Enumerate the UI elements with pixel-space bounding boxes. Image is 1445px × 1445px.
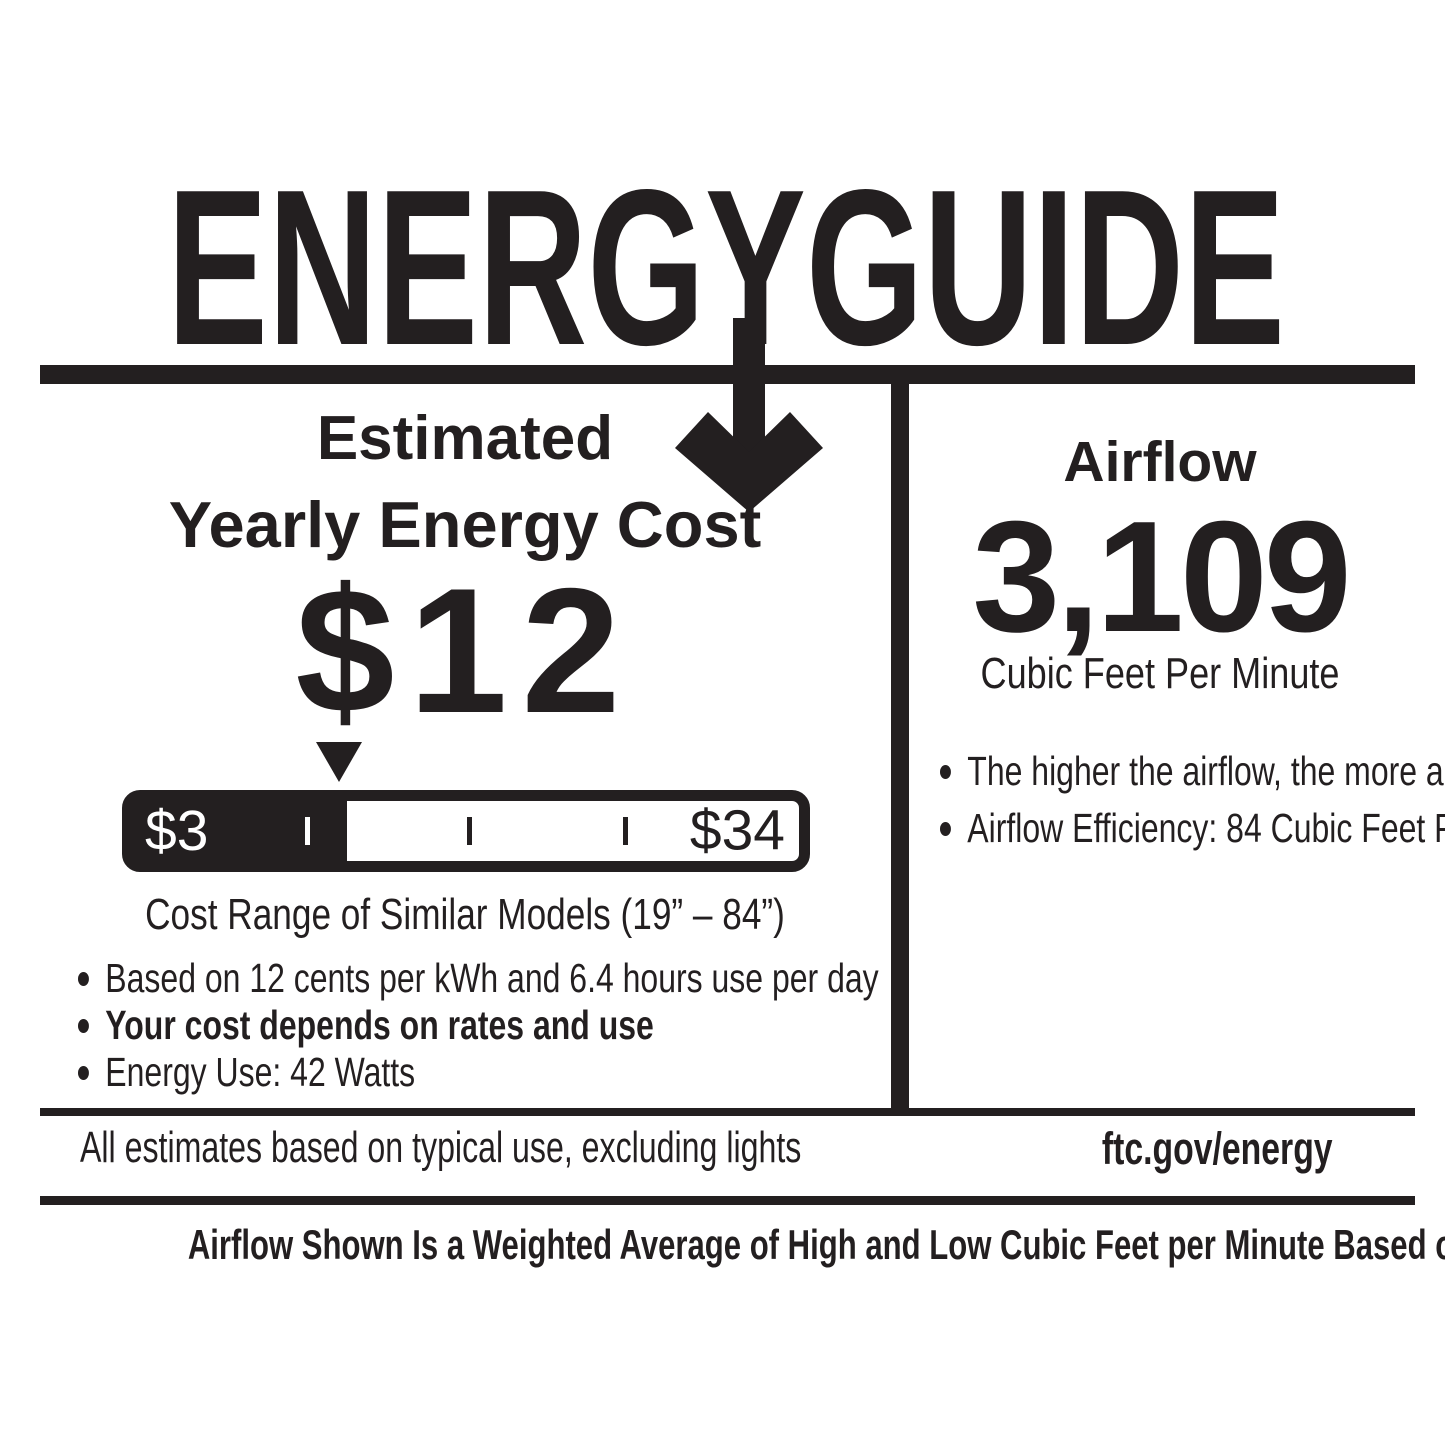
cost-notes-list: Based on 12 cents per kWh and 6.4 hours … — [78, 955, 879, 1096]
cost-note-text: Energy Use: 42 Watts — [105, 1049, 416, 1095]
bar-tick — [467, 817, 472, 845]
bar-tick — [305, 817, 310, 845]
logo-header: ENERGYGUIDE — [167, 144, 1285, 512]
bar-min-label: $3 — [145, 798, 209, 863]
cost-range-caption: Cost Range of Similar Models (19” – 84”) — [145, 890, 785, 939]
cost-marker-icon — [316, 742, 362, 782]
list-item: Based on 12 cents per kWh and 6.4 hours … — [78, 955, 879, 1002]
column-divider — [891, 384, 909, 1112]
estimated-heading-line2: Yearly Energy Cost — [168, 488, 762, 561]
cost-note-text: Based on 12 cents per kWh and 6.4 hours … — [105, 955, 879, 1001]
list-item: Your cost depends on rates and use — [78, 1002, 879, 1049]
ftc-url: ftc.gov/energy — [1102, 1123, 1333, 1174]
bottom-divider — [40, 1196, 1415, 1205]
airflow-notes-list: The higher the airflow, the more air the… — [940, 748, 1445, 862]
cost-note-text: Your cost depends on rates and use — [105, 1002, 654, 1048]
bar-max-label: $34 — [689, 798, 785, 863]
list-item: Airflow Efficiency: 84 Cubic Feet Per Mi… — [940, 805, 1445, 852]
list-item: Energy Use: 42 Watts — [78, 1049, 879, 1096]
cost-range-bar-fill: $3 — [133, 801, 347, 861]
list-item: The higher the airflow, the more air the… — [940, 748, 1445, 795]
down-arrow-icon — [675, 318, 823, 512]
airflow-disclaimer: Airflow Shown Is a Weighted Average of H… — [187, 1221, 1445, 1268]
airflow-note-text: The higher the airflow, the more air the… — [967, 748, 1445, 794]
airflow-value: 3,109 — [972, 489, 1351, 665]
airflow-note-text: Airflow Efficiency: 84 Cubic Feet Per Mi… — [967, 805, 1445, 851]
estimates-note: All estimates based on typical use, excl… — [80, 1123, 802, 1172]
cost-range-bar: $3 $34 — [122, 790, 810, 872]
bar-tick — [623, 817, 628, 845]
airflow-unit: Cubic Feet Per Minute — [980, 649, 1340, 698]
header-divider — [40, 365, 1415, 384]
footnote-divider — [40, 1108, 1415, 1116]
airflow-heading: Airflow — [1063, 430, 1257, 494]
yearly-cost-value: $12 — [295, 551, 635, 750]
estimated-heading-line1: Estimated — [316, 404, 614, 473]
logo-text: ENERGYGUIDE — [167, 144, 1285, 392]
